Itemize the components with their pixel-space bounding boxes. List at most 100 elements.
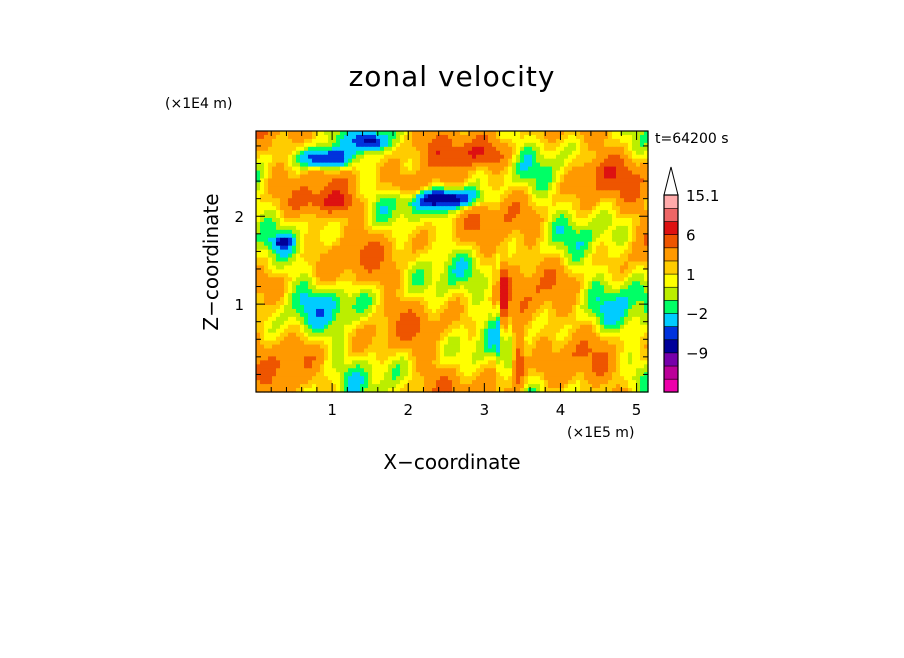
field-cell xyxy=(588,289,593,294)
field-cell xyxy=(584,210,589,215)
field-cell xyxy=(408,210,413,215)
field-cell xyxy=(512,273,517,278)
field-cell xyxy=(544,297,549,302)
field-cell xyxy=(552,174,557,180)
field-cell xyxy=(508,194,513,199)
field-cell xyxy=(504,138,509,144)
field-cell xyxy=(436,150,441,156)
field-cell xyxy=(576,257,581,263)
field-cell xyxy=(384,241,389,247)
field-cell xyxy=(404,305,409,310)
field-cell xyxy=(392,206,397,211)
field-cell xyxy=(496,150,501,156)
field-cell xyxy=(320,308,325,314)
field-cell xyxy=(564,158,569,164)
field-cell xyxy=(592,131,597,136)
field-cell xyxy=(596,229,601,235)
field-cell xyxy=(360,312,365,318)
y-unit-label: (×1E4 m) xyxy=(165,96,232,112)
field-cell xyxy=(416,297,421,302)
field-cell xyxy=(368,178,373,183)
field-cell xyxy=(456,269,461,274)
field-cell xyxy=(276,150,281,156)
field-cell xyxy=(572,316,577,322)
field-cell xyxy=(284,316,289,322)
field-cell xyxy=(580,150,585,156)
field-cell xyxy=(376,214,381,219)
field-cell xyxy=(372,182,377,187)
field-cell xyxy=(508,297,513,302)
field-cell xyxy=(340,324,345,330)
field-cell xyxy=(632,210,637,215)
field-cell xyxy=(384,245,389,251)
field-cell xyxy=(636,210,641,215)
field-cell xyxy=(400,324,405,330)
field-cell xyxy=(400,269,405,274)
field-cell xyxy=(352,324,357,330)
field-cell xyxy=(584,328,589,334)
field-cell xyxy=(428,202,433,207)
field-cell xyxy=(580,245,585,251)
field-cell xyxy=(368,324,373,330)
field-cell xyxy=(472,138,477,144)
field-cell xyxy=(376,328,381,334)
field-cell xyxy=(516,225,521,231)
field-cell xyxy=(472,241,477,247)
field-cell xyxy=(532,174,537,180)
field-cell xyxy=(376,281,381,286)
field-cell xyxy=(584,131,589,136)
field-cell xyxy=(348,308,353,314)
field-cell xyxy=(524,166,529,172)
field-cell xyxy=(496,293,501,298)
field-cell xyxy=(396,178,401,183)
field-cell xyxy=(400,154,405,160)
field-cell xyxy=(336,134,341,140)
field-cell xyxy=(408,289,413,294)
field-cell xyxy=(532,194,537,199)
field-cell xyxy=(584,174,589,180)
field-cell xyxy=(616,182,621,187)
field-cell xyxy=(312,285,317,290)
field-cell xyxy=(304,233,309,239)
field-cell xyxy=(432,158,437,164)
field-cell xyxy=(256,198,261,203)
field-cell xyxy=(328,194,333,199)
field-cell xyxy=(320,241,325,247)
field-cell xyxy=(384,178,389,183)
field-cell xyxy=(320,214,325,219)
field-cell xyxy=(532,233,537,239)
field-cell xyxy=(356,269,361,274)
field-cell xyxy=(540,158,545,164)
field-cell xyxy=(556,265,561,270)
field-cell xyxy=(592,237,597,243)
field-cell xyxy=(496,312,501,318)
field-cell xyxy=(320,131,325,136)
field-cell xyxy=(372,253,377,259)
field-cell xyxy=(536,218,541,223)
field-cell xyxy=(452,150,457,156)
field-cell xyxy=(588,221,593,227)
field-cell xyxy=(404,324,409,330)
field-cell xyxy=(444,281,449,286)
field-cell xyxy=(572,241,577,247)
field-cell xyxy=(416,261,421,267)
field-cell xyxy=(340,229,345,235)
field-cell xyxy=(280,138,285,144)
field-cell xyxy=(448,324,453,330)
field-cell xyxy=(500,289,505,294)
field-cell xyxy=(592,324,597,330)
field-cell xyxy=(556,289,561,294)
field-cell xyxy=(536,186,541,191)
field-cell xyxy=(412,150,417,156)
field-cell xyxy=(380,257,385,263)
field-cell xyxy=(504,257,509,263)
field-cell xyxy=(280,214,285,219)
field-cell xyxy=(568,218,573,223)
field-cell xyxy=(360,178,365,183)
field-cell xyxy=(408,277,413,282)
field-cell xyxy=(536,285,541,290)
field-cell xyxy=(332,316,337,322)
field-cell xyxy=(424,229,429,235)
field-cell xyxy=(496,138,501,144)
field-cell xyxy=(620,253,625,259)
